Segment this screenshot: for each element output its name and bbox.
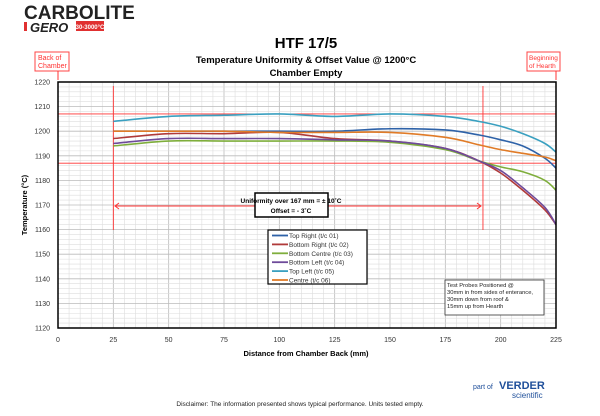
series-line-3 — [113, 139, 557, 191]
y-tick-label: 1130 — [35, 301, 50, 308]
x-tick-label: 25 — [109, 337, 117, 344]
scientific-text: scientific — [512, 391, 543, 400]
y-tick-label: 1200 — [34, 129, 50, 136]
probe-note: Test Probes Positioned @30mm in from sid… — [444, 279, 545, 316]
chart-title: HTF 17/5 — [275, 35, 338, 52]
hearth-label-2: of Hearth — [529, 63, 556, 70]
x-tick-label: 125 — [329, 337, 341, 344]
y-tick-label: 1190 — [35, 153, 50, 160]
y-tick-label: 1220 — [34, 80, 50, 87]
probe-note-line: 30mm in from sides of enterance, — [447, 290, 533, 296]
y-tick-label: 1170 — [35, 203, 50, 210]
y-tick-label: 1150 — [35, 252, 50, 259]
offset-text: Offset = - 3˚C — [271, 207, 312, 215]
probe-note-line: 30mm down from roof & — [447, 297, 509, 303]
back-of-chamber-callout: Back of Chamber — [34, 51, 70, 80]
chart-subtitle: Temperature Uniformity & Offset Value @ … — [196, 55, 417, 66]
x-tick-label: 150 — [384, 337, 396, 344]
legend: Top Right (t/c 01) Bottom Right (t/c 02) B… — [267, 229, 368, 285]
x-tick-label: 50 — [165, 337, 173, 344]
disclaimer: Disclaimer: The information presented sh… — [176, 401, 423, 408]
x-tick-label: 200 — [495, 337, 507, 344]
probe-note-line: Test Probes Positioned @ — [447, 283, 514, 289]
legend-item: Centre (t/c 06) — [289, 278, 331, 285]
legend-item: Bottom Left (t/c 04) — [289, 260, 344, 267]
y-tick-label: 1180 — [35, 178, 50, 185]
series-line-4 — [113, 137, 557, 226]
legend-item: Top Left (t/c 05) — [289, 269, 334, 276]
part-of-text: part of — [473, 384, 493, 391]
y-tick-label: 1140 — [35, 276, 50, 283]
logo-range: 30-3000°C — [76, 25, 105, 31]
y-axis-label: Temperature (°C) — [20, 174, 29, 235]
x-tick-label: 0 — [56, 337, 60, 344]
x-tick-label: 100 — [273, 337, 285, 344]
logo-brand-top: CARBOLITE — [24, 3, 135, 24]
x-tick-label: 225 — [550, 337, 562, 344]
x-tick-label: 75 — [220, 337, 228, 344]
legend-item: Bottom Centre (t/c 03) — [289, 251, 353, 258]
hearth-label-1: Beginning — [529, 55, 558, 62]
axis-ticks: 0 25 50 75 100 125 150 175 200 225 1120 1130 1140 115… — [34, 80, 562, 345]
x-tick-label: 175 — [439, 337, 451, 344]
series-line-5 — [113, 113, 557, 153]
y-tick-label: 1210 — [34, 104, 50, 111]
verder-text: VERDER — [499, 380, 545, 392]
legend-item: Bottom Right (t/c 02) — [289, 242, 349, 249]
y-tick-label: 1120 — [35, 326, 50, 333]
back-label-1: Back of — [38, 55, 61, 62]
x-axis-label: Distance from Chamber Back (mm) — [243, 349, 369, 358]
reference-lines — [58, 86, 556, 230]
y-tick-label: 1160 — [35, 227, 50, 234]
uniformity-box: Uniformity over 167 mm = ± 10˚C Offset =… — [241, 192, 342, 218]
uniformity-text: Uniformity over 167 mm = ± 10˚C — [241, 197, 342, 205]
series-lines — [113, 113, 557, 226]
back-label-2: Chamber — [38, 63, 67, 70]
logo-brand-bottom: GERO — [30, 20, 68, 35]
verder-scientific-logo: part of VERDER scientific — [473, 380, 545, 400]
carbolite-gero-logo: CARBOLITE GERO 30-3000°C — [24, 3, 135, 35]
probe-note-line: 15mm up from Hearth — [447, 304, 503, 310]
chart-subtitle-2: Chamber Empty — [270, 68, 344, 79]
beginning-of-hearth-callout: Beginning of Hearth — [526, 51, 561, 80]
series-line-6 — [113, 130, 557, 162]
plot-frame — [57, 81, 557, 329]
legend-item: Top Right (t/c 01) — [289, 233, 339, 240]
